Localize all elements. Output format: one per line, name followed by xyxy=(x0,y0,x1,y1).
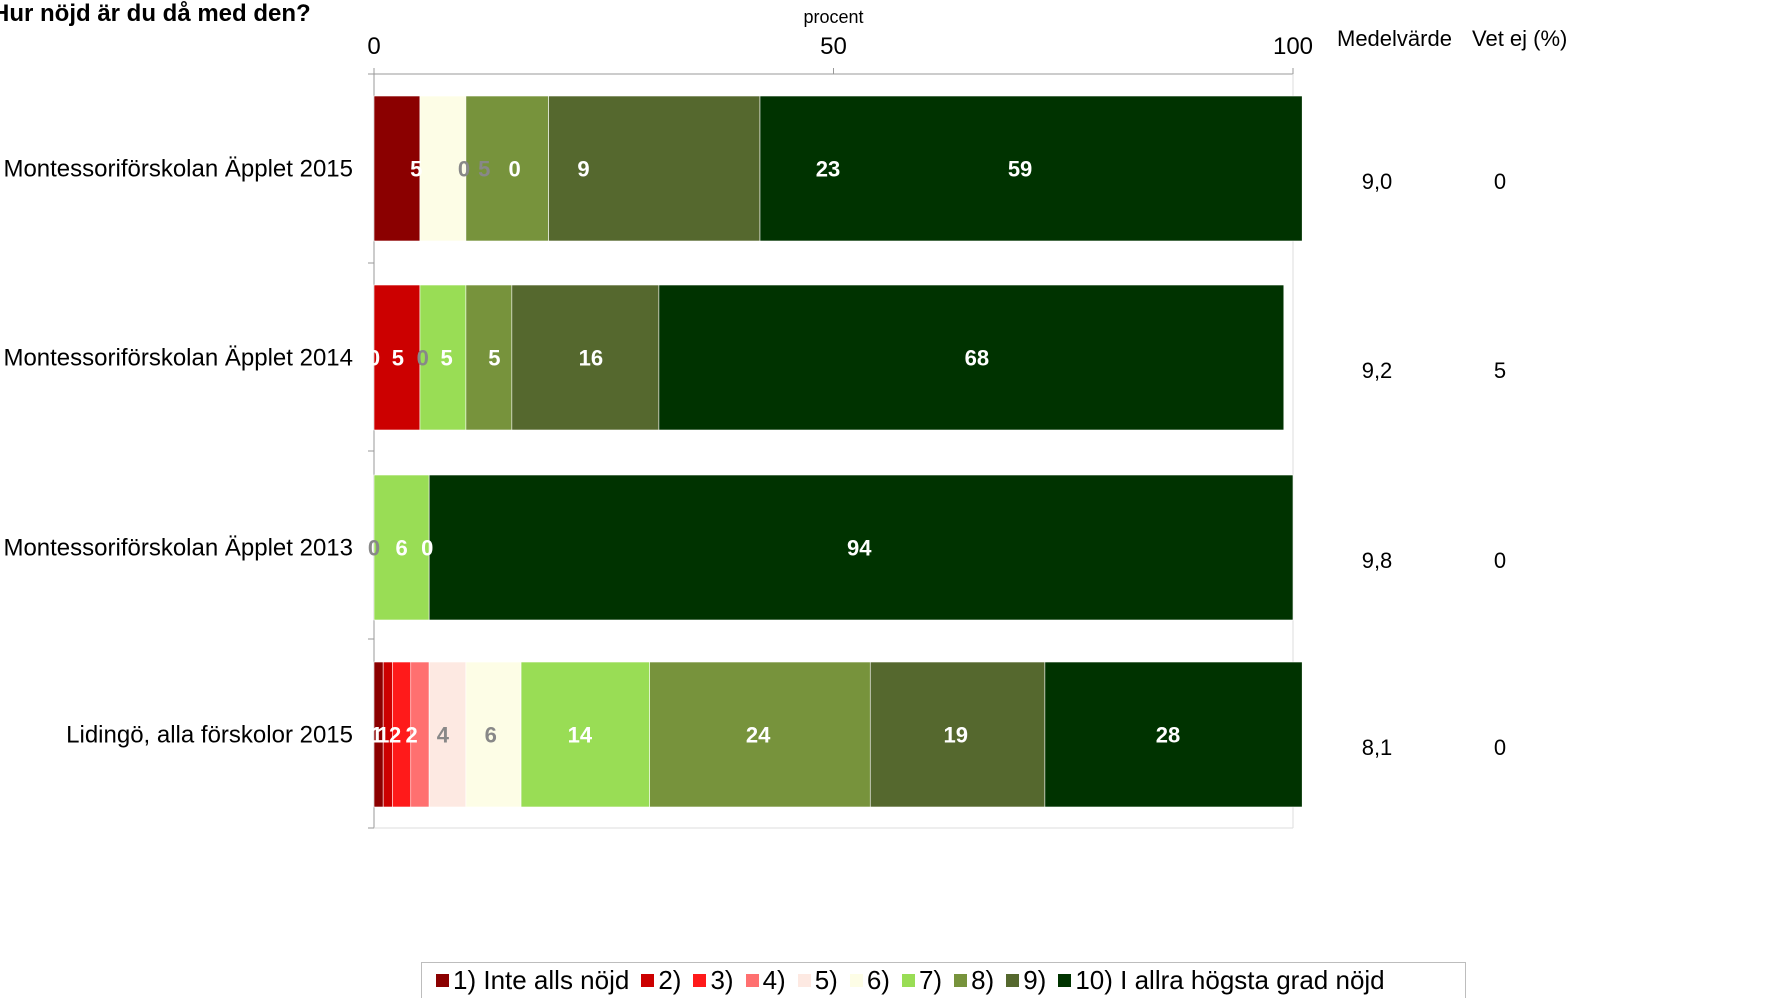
data-label: 4 xyxy=(437,723,450,748)
data-label: 23 xyxy=(816,157,840,182)
data-label: 19 xyxy=(943,723,967,748)
data-label: 6 xyxy=(395,536,407,561)
data-label: 0 xyxy=(368,536,380,561)
data-label: 68 xyxy=(965,346,989,371)
bar-segment xyxy=(1044,661,1303,808)
legend-swatch xyxy=(745,974,759,987)
legend-item: 6) xyxy=(849,965,890,996)
legend-item: 3) xyxy=(693,965,734,996)
data-label: 9 xyxy=(577,157,589,182)
bar-segment xyxy=(520,661,650,808)
legend-swatch xyxy=(901,974,915,987)
legend-label: 10) I allra högsta grad nöjd xyxy=(1075,965,1385,995)
data-label: 1 xyxy=(377,723,389,748)
bar-segment xyxy=(428,661,467,808)
legend-item: 10) I allra högsta grad nöjd xyxy=(1058,965,1385,996)
legend: 1) Inte alls nöjd 2) 3) 4) 5) 6) 7) 8) 9) 10) I a… xyxy=(421,962,1466,998)
legend-label: 6) xyxy=(866,965,890,995)
legend-item: 2) xyxy=(641,965,681,996)
data-label: 0 xyxy=(368,346,380,371)
mean-value: 9,0 xyxy=(1361,169,1393,194)
x-tick-label: 100 xyxy=(1273,33,1313,60)
data-label: 2 xyxy=(389,723,401,748)
bar-segment xyxy=(465,95,549,242)
legend-label: 8) xyxy=(971,965,995,995)
mean-value: 8,1 xyxy=(1361,735,1393,760)
x-tick-label: 50 xyxy=(820,33,847,60)
data-label: 5 xyxy=(440,346,452,371)
data-label: 1 xyxy=(371,723,383,748)
legend-swatch xyxy=(1006,974,1020,987)
legend-swatch xyxy=(849,974,863,987)
data-label: 0 xyxy=(508,157,520,182)
data-label: 2 xyxy=(406,723,418,748)
category-label: Montessoriförskolan Äpplet 2014 xyxy=(3,345,353,372)
legend-item: 1) Inte alls nöjd xyxy=(436,965,629,996)
legend-swatch xyxy=(954,974,968,987)
bar-segment xyxy=(465,284,513,431)
legend-swatch xyxy=(1058,974,1072,987)
mean-column-header: Medelvärde xyxy=(1337,26,1452,51)
legend-item: 7) xyxy=(901,965,943,996)
x-axis-label: procent xyxy=(803,7,863,27)
bar-segment xyxy=(649,661,871,808)
bar-segment xyxy=(869,661,1046,808)
bar-segment xyxy=(373,95,421,242)
bar-segment xyxy=(465,661,522,808)
legend-label: 5) xyxy=(814,965,838,995)
dontknow-value: 0 xyxy=(1493,735,1507,760)
data-label: 0 xyxy=(421,536,433,561)
data-label: 16 xyxy=(579,346,603,371)
data-label: 28 xyxy=(1156,723,1180,748)
dontknow-value: 0 xyxy=(1493,169,1507,194)
dontknow-value: 5 xyxy=(1493,358,1507,383)
bar-segment xyxy=(373,474,430,621)
legend-swatch xyxy=(641,974,655,987)
data-label: 5 xyxy=(410,157,422,182)
legend-item: 4) xyxy=(745,965,786,996)
bar-segment xyxy=(428,474,1294,621)
category-label: Lidingö, alla förskolor 2015 xyxy=(66,722,353,749)
bar-segment xyxy=(759,95,1303,242)
data-label: 94 xyxy=(847,536,872,561)
mean-value: 9,2 xyxy=(1361,358,1393,383)
legend-swatch xyxy=(797,974,811,987)
data-label: 5 xyxy=(488,346,500,371)
legend-label: 9) xyxy=(1023,965,1047,995)
bar-segment xyxy=(419,284,467,431)
mean-value: 9,8 xyxy=(1361,548,1393,573)
bar-segment xyxy=(373,284,421,431)
legend-swatch xyxy=(436,974,449,987)
data-label: 5 xyxy=(392,346,404,371)
category-label: Montessoriförskolan Äpplet 2015 xyxy=(3,156,353,183)
legend-item: 9) xyxy=(1006,965,1046,996)
bar-segment xyxy=(548,95,761,242)
category-label: Montessoriförskolan Äpplet 2013 xyxy=(3,535,353,562)
legend-label: 3) xyxy=(710,965,734,995)
data-label: 24 xyxy=(746,723,771,748)
data-label: 59 xyxy=(1008,157,1032,182)
x-tick-label: 0 xyxy=(367,33,380,60)
legend-label: 2) xyxy=(658,965,682,995)
data-label: 0 xyxy=(458,157,470,182)
data-label: 14 xyxy=(568,723,593,748)
data-label: 6 xyxy=(485,723,497,748)
legend-label: 7) xyxy=(918,965,943,995)
legend-label: 1) Inte alls nöjd xyxy=(453,965,630,995)
dontknow-column-header: Vet ej (%) xyxy=(1472,26,1568,51)
chart-title: Hur nöjd är du då med den? xyxy=(0,0,311,27)
legend-item: 8) xyxy=(954,965,994,996)
bar-segment xyxy=(511,284,660,431)
data-label: 5 xyxy=(478,157,490,182)
legend-swatch xyxy=(693,974,707,987)
data-label: 0 xyxy=(417,346,429,371)
legend-item: 5) xyxy=(797,965,838,996)
legend-label: 4) xyxy=(762,965,786,995)
bar-segment xyxy=(658,284,1285,431)
dontknow-value: 0 xyxy=(1493,548,1507,573)
